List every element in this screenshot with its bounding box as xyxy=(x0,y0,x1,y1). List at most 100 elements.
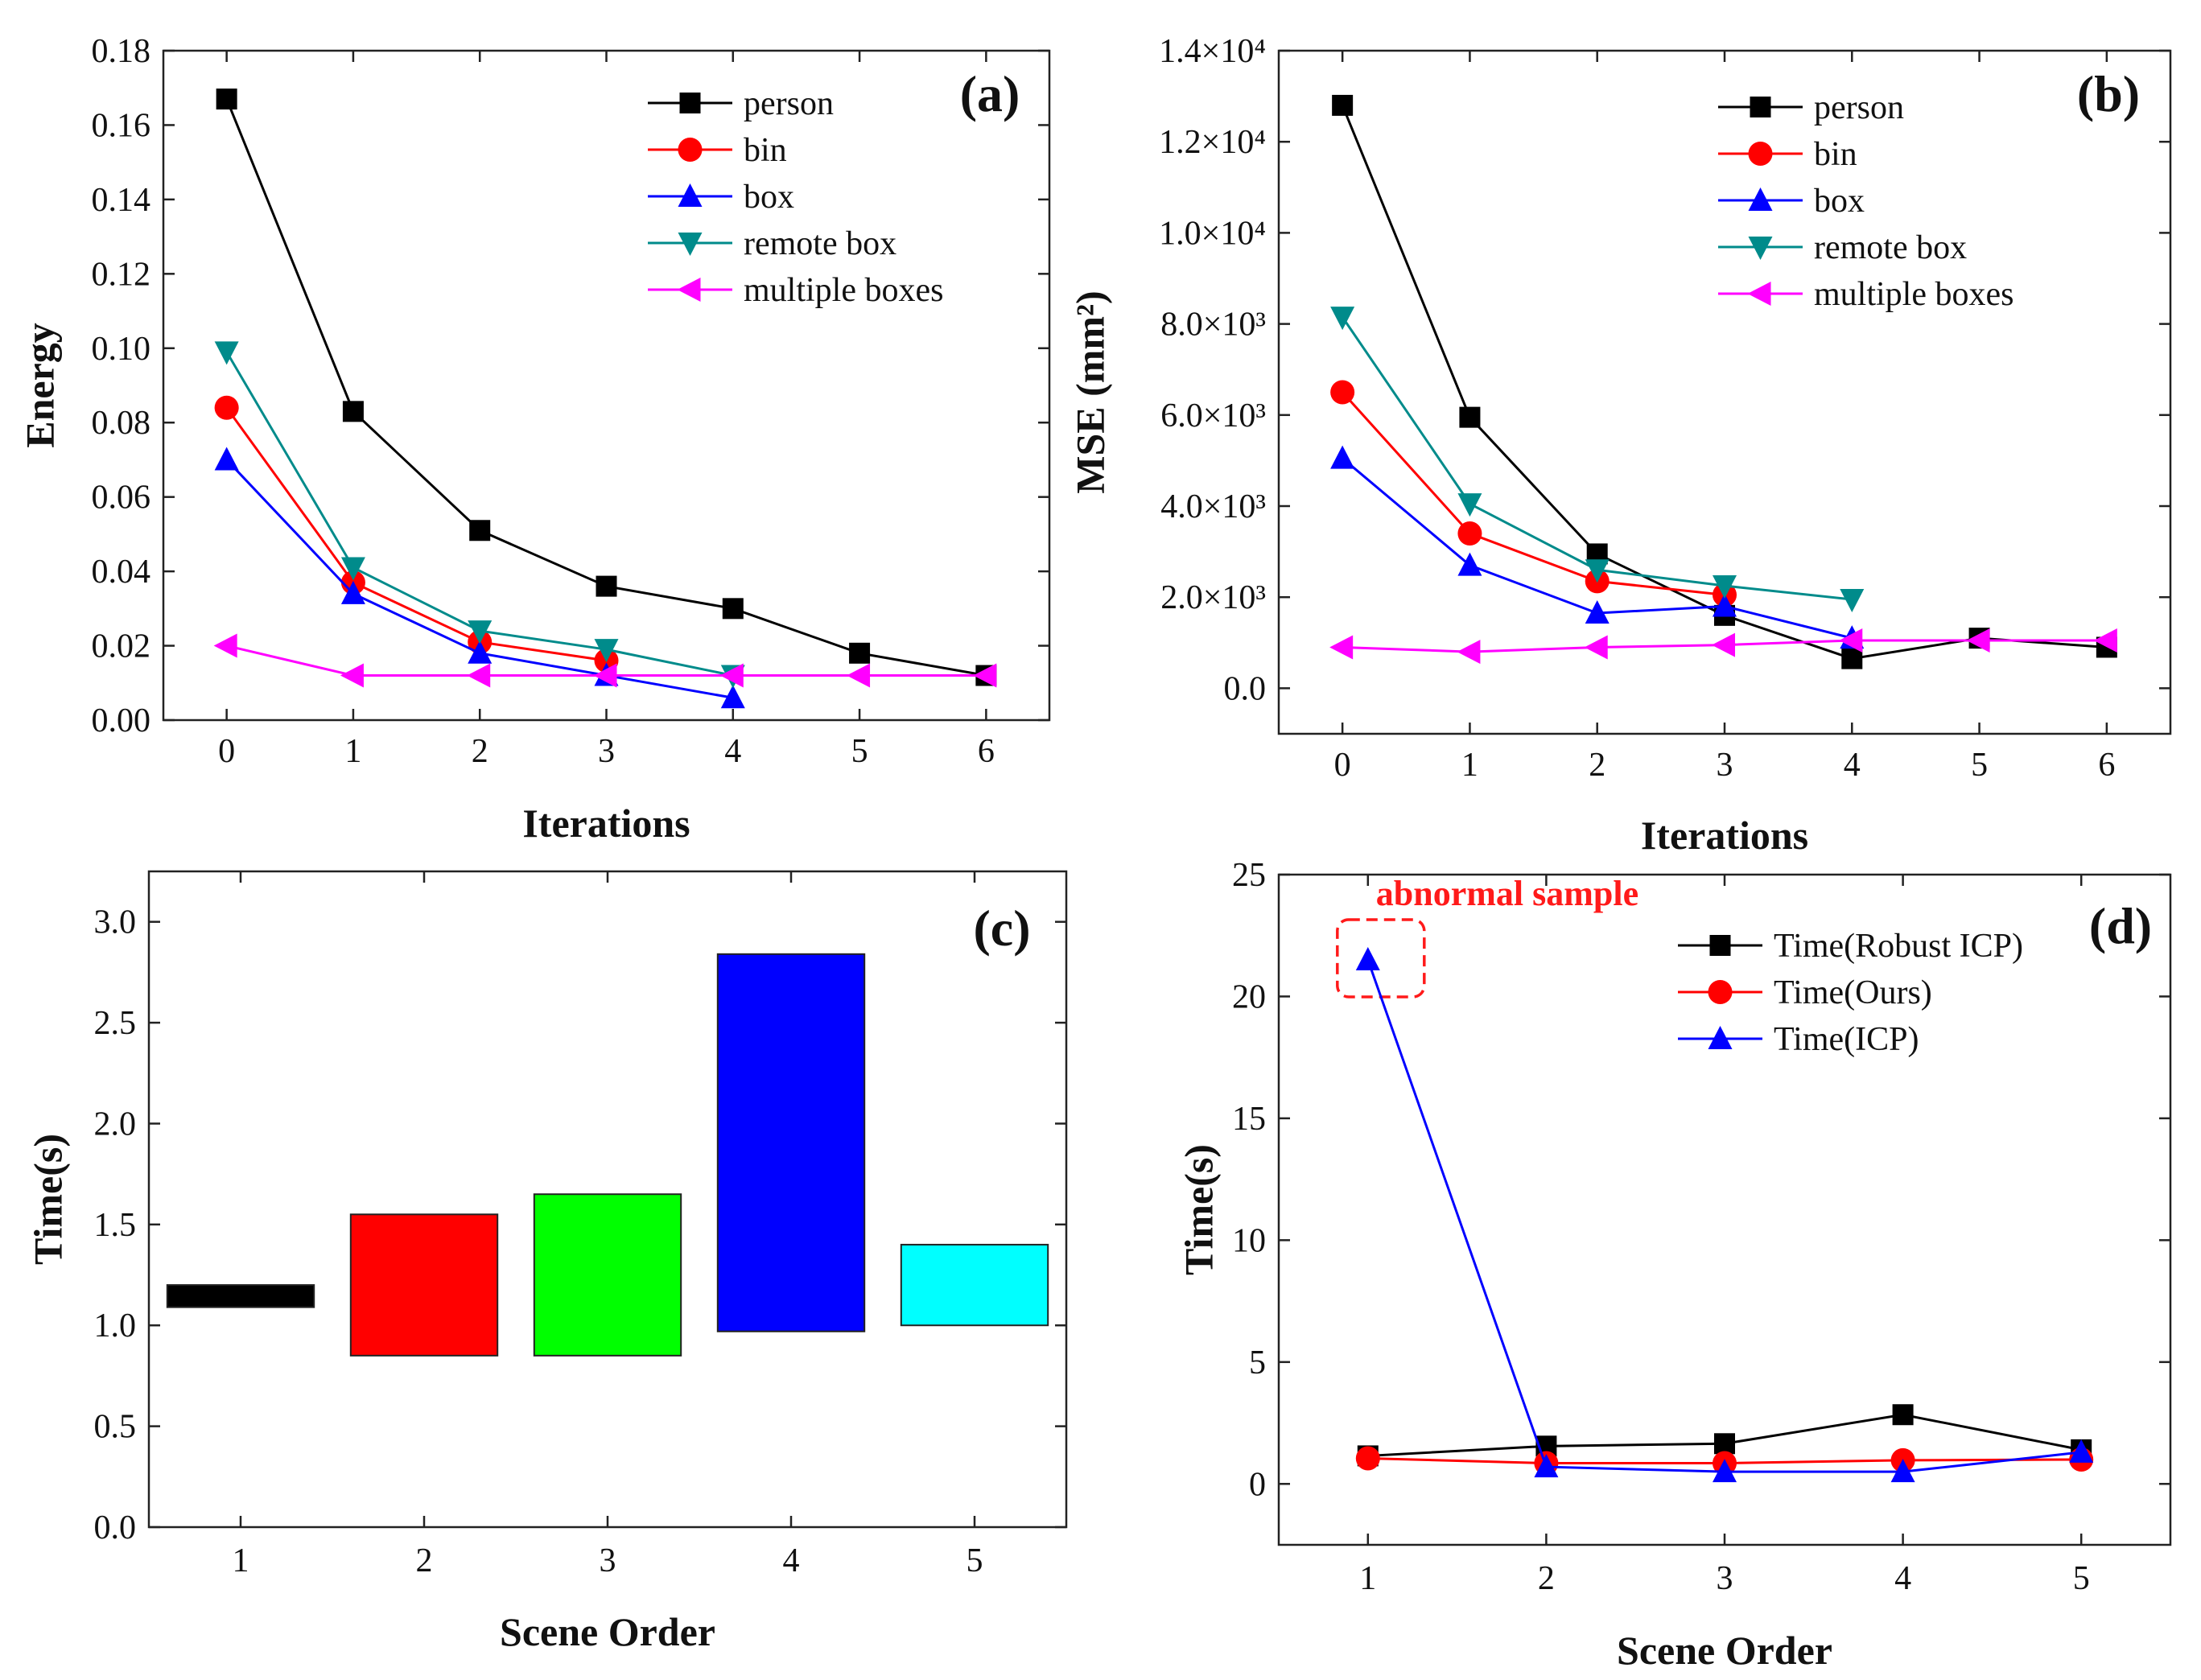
data-point xyxy=(1966,628,1990,653)
series-remote-box xyxy=(1330,307,1865,613)
x-axis-title: Scene Order xyxy=(1617,1628,1832,1673)
data-point xyxy=(847,663,871,688)
data-point xyxy=(1534,1454,1559,1478)
legend-label: Time(Ours) xyxy=(1774,974,1932,1011)
data-point xyxy=(1457,640,1481,665)
data-point xyxy=(214,395,239,420)
data-point xyxy=(1584,635,1608,660)
data-point xyxy=(1713,593,1737,617)
bar-scene-4 xyxy=(716,953,866,1332)
bar-scene-2 xyxy=(349,1213,499,1357)
data-point xyxy=(216,89,237,110)
legend-label: Time(Robust ICP) xyxy=(1774,928,2023,965)
series-time-icp- xyxy=(1355,947,2094,1483)
panel-a: 0.00 0.02 0.04 0.06 0.08 0.10 0.12 0.14 0.16 0.18… xyxy=(17,33,1051,846)
x-tick-label: 2 xyxy=(1538,1560,1555,1597)
data-point xyxy=(340,663,364,688)
data-point xyxy=(1457,552,1482,576)
y-tick-label: 2.0×10³ xyxy=(1160,579,1266,616)
data-point xyxy=(1329,635,1354,660)
data-point xyxy=(468,620,493,644)
series-multiple-boxes xyxy=(213,633,997,688)
data-point xyxy=(1585,559,1610,583)
x-tick-label: 4 xyxy=(1894,1560,1911,1597)
data-point xyxy=(1892,1404,1914,1426)
x-tick-label: 5 xyxy=(851,733,868,770)
x-axis-title: Scene Order xyxy=(500,1609,715,1654)
legend-marker xyxy=(678,183,703,207)
data-point xyxy=(1712,632,1735,657)
legend: person bin box remote box multiple boxes xyxy=(648,85,943,309)
data-point xyxy=(1330,445,1355,469)
x-tick-label: 1 xyxy=(1359,1560,1376,1597)
x-tick-label: 3 xyxy=(1717,747,1733,784)
x-tick-label: 5 xyxy=(2073,1560,2090,1597)
series-multiple-boxes xyxy=(1329,628,2117,665)
series-bin xyxy=(1330,380,1737,607)
legend-label: person xyxy=(1814,89,1904,126)
y-tick-label: 0.08 xyxy=(92,405,151,442)
y-tick-label: 0.00 xyxy=(92,702,151,739)
data-point xyxy=(593,663,617,688)
data-point xyxy=(596,575,617,597)
legend-label: box xyxy=(1814,183,1865,220)
legend-label: bin xyxy=(744,132,787,169)
x-tick-label: 1 xyxy=(344,733,361,770)
y-tick-label: 1.4×10⁴ xyxy=(1159,33,1266,70)
y-tick-label: 20 xyxy=(1232,978,1266,1015)
data-point xyxy=(1713,575,1737,599)
legend-marker xyxy=(1708,1026,1733,1049)
data-point xyxy=(2069,1439,2094,1463)
legend-marker xyxy=(678,233,703,256)
legend-marker xyxy=(1748,142,1773,166)
y-axis-title: Time(s) xyxy=(1176,1144,1221,1275)
bar-scene-1 xyxy=(166,1284,315,1308)
x-tick-label: 3 xyxy=(1717,1560,1733,1597)
legend-marker xyxy=(1747,282,1771,306)
data-point xyxy=(1890,1459,1915,1483)
data-point xyxy=(1713,1459,1737,1483)
legend-label: remote box xyxy=(744,225,896,262)
y-tick-label: 0.14 xyxy=(92,182,151,219)
y-tick-label: 3.0 xyxy=(94,904,137,941)
data-point xyxy=(340,580,365,604)
data-point xyxy=(849,642,871,664)
x-axis-title: Iterations xyxy=(1641,813,1808,858)
y-tick-label: 0.12 xyxy=(92,256,151,293)
x-tick-label: 1 xyxy=(1461,747,1478,784)
y-axis-title: MSE (mm²) xyxy=(1067,290,1112,493)
data-point xyxy=(467,663,491,688)
y-tick-label: 8.0×10³ xyxy=(1160,307,1266,344)
legend-marker xyxy=(1708,980,1733,1004)
x-tick-label: 5 xyxy=(967,1542,983,1579)
legend-label: bin xyxy=(1814,136,1857,173)
x-tick-label: 4 xyxy=(1844,747,1861,784)
data-point xyxy=(719,663,744,688)
x-tick-label: 5 xyxy=(1971,747,1988,784)
x-tick-label: 1 xyxy=(233,1542,249,1579)
y-tick-label: 0.5 xyxy=(94,1409,137,1446)
data-point xyxy=(1839,628,1863,653)
data-point xyxy=(722,598,744,620)
legend-marker xyxy=(677,278,701,302)
data-point xyxy=(1330,380,1355,405)
data-point xyxy=(1332,94,1354,116)
y-axis-title: Time(s) xyxy=(25,1134,70,1265)
data-point xyxy=(213,633,237,658)
annotation-text: abnormal sample xyxy=(1376,874,1638,913)
bar-scene-5 xyxy=(900,1243,1049,1327)
x-axis-title: Iterations xyxy=(522,801,690,846)
x-tick-label: 2 xyxy=(416,1542,433,1579)
panel-label: (c) xyxy=(973,900,1030,957)
y-tick-label: 0.02 xyxy=(92,628,151,665)
y-tick-label: 0 xyxy=(1249,1466,1266,1503)
data-point xyxy=(1355,1446,1380,1471)
y-tick-label: 0.06 xyxy=(92,480,151,517)
legend-marker xyxy=(1709,935,1731,956)
y-tick-label: 0.16 xyxy=(92,107,151,144)
data-point xyxy=(594,639,619,663)
y-tick-label: 6.0×10³ xyxy=(1160,397,1266,434)
legend-label: remote box xyxy=(1814,229,1967,266)
legend-label: multiple boxes xyxy=(744,272,943,309)
bar-scene-3 xyxy=(533,1193,682,1357)
